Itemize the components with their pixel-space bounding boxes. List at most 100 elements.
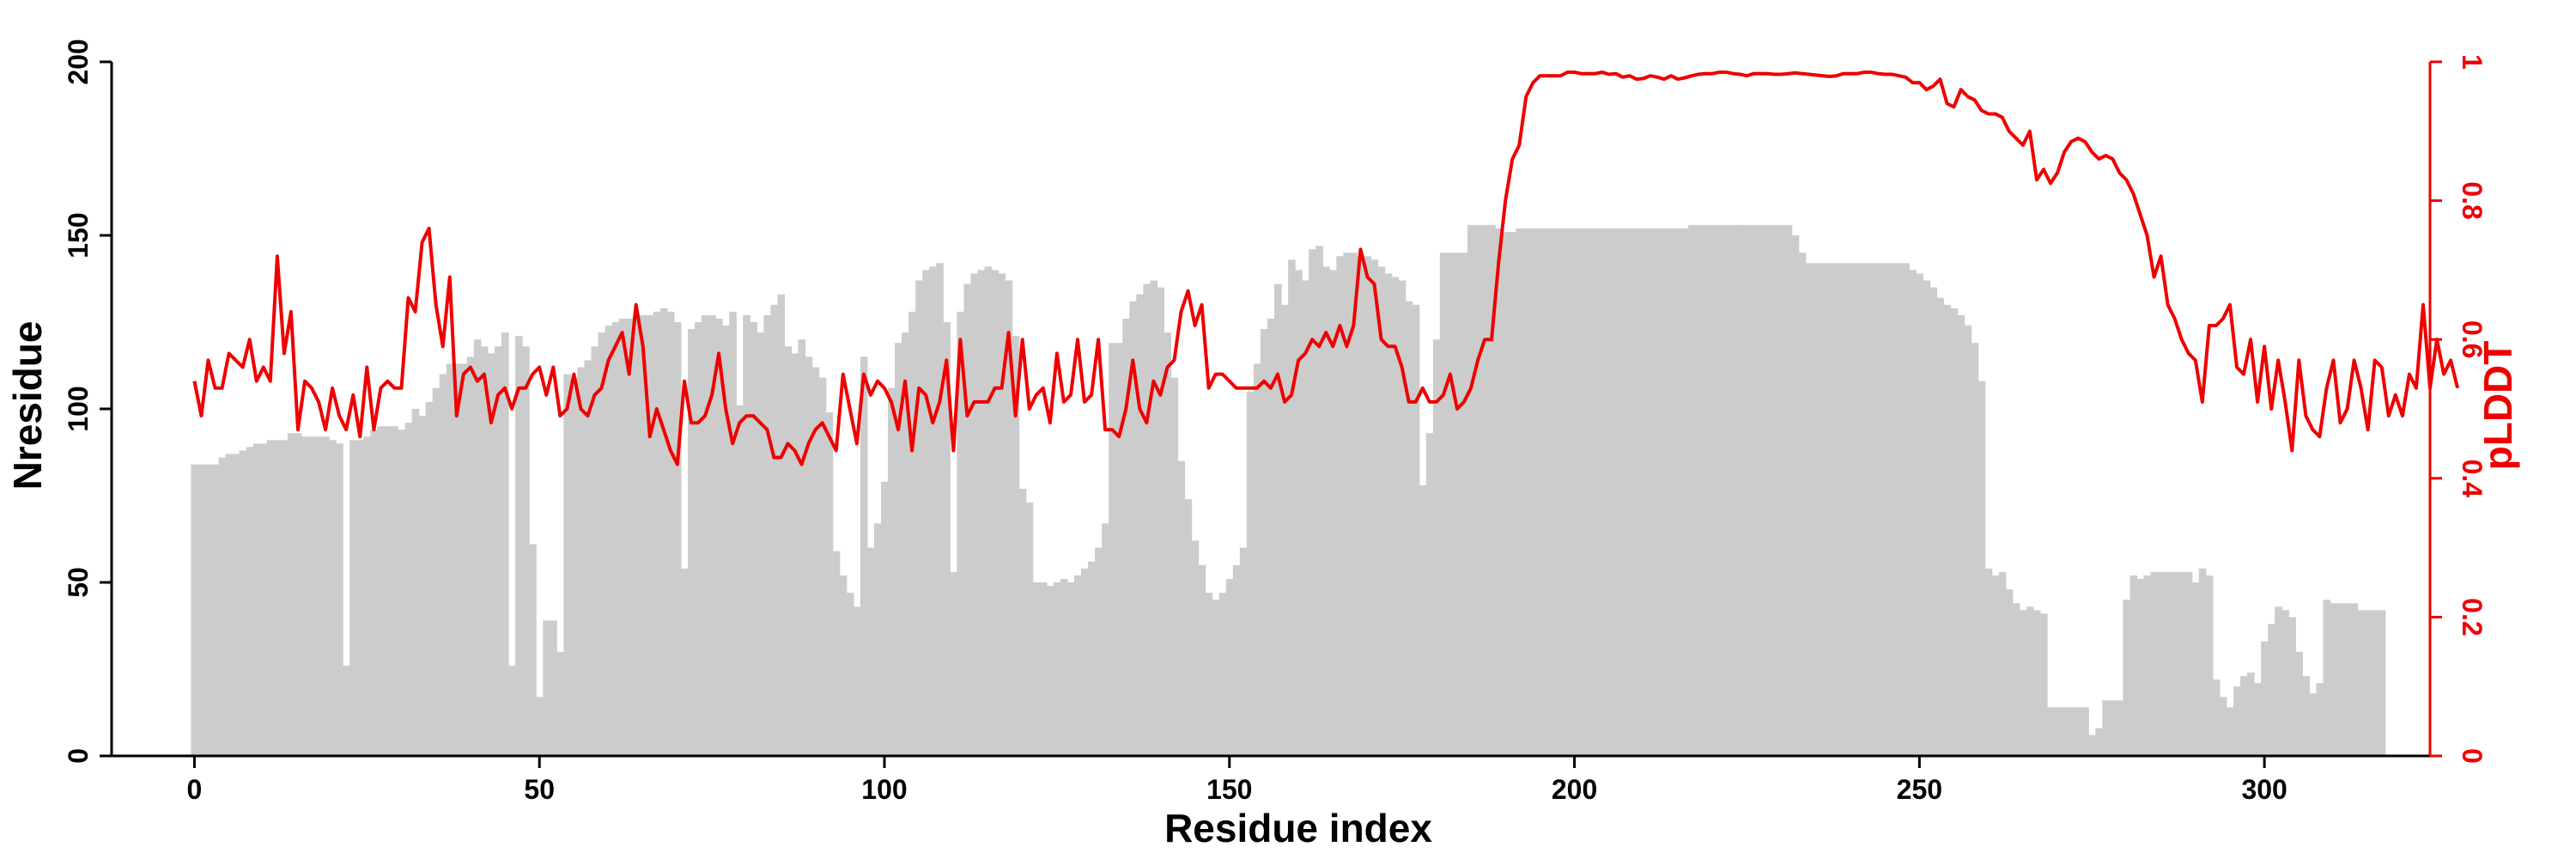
nresidue-bar [356, 440, 364, 756]
nresidue-bar [625, 318, 634, 756]
nresidue-bar [336, 443, 343, 756]
nresidue-bar [1177, 460, 1186, 756]
nresidue-bar [2150, 571, 2159, 756]
nresidue-bar [1557, 228, 1565, 756]
nresidue-bar [1212, 600, 1220, 756]
nresidue-bar [529, 544, 537, 756]
nresidue-bar [1564, 228, 1572, 756]
nresidue-bar [239, 450, 247, 756]
nresidue-bar [377, 426, 386, 756]
y-right-tick-label: 0.8 [2457, 181, 2488, 219]
nresidue-bar [1495, 228, 1503, 756]
nresidue-bar [2226, 707, 2234, 756]
nresidue-bar [191, 464, 199, 756]
nresidue-bar [653, 311, 661, 756]
nresidue-bar [1784, 224, 1793, 756]
nresidue-bar [611, 322, 620, 756]
nresidue-bar [1598, 228, 1607, 756]
nresidue-bar [1916, 273, 1923, 756]
nresidue-bar [1350, 253, 1358, 756]
x-axis: 0 50 100 150 200 250 300 [112, 754, 2430, 805]
nresidue-bar [895, 343, 902, 756]
nresidue-bar [970, 273, 979, 756]
x-axis-title: Residue index [1164, 806, 1432, 850]
nresidue-bar [632, 314, 641, 756]
nresidue-bar [1729, 224, 1738, 756]
nresidue-bar [2088, 734, 2096, 756]
nresidue-bar [2261, 641, 2269, 756]
nresidue-bar [1122, 318, 1130, 756]
nresidue-bar [1377, 266, 1386, 756]
plddt-line-group [192, 70, 2460, 466]
nresidue-bar [577, 367, 586, 756]
nresidue-bar [2281, 610, 2289, 756]
nresidue-bar [2143, 575, 2152, 756]
nresidue-bar [287, 433, 295, 756]
nresidue-bar [1509, 231, 1516, 757]
nresidue-bar [2240, 676, 2248, 756]
nresidue-bar [1102, 523, 1109, 756]
nresidue-bar [984, 266, 993, 756]
nresidue-bar [1432, 339, 1441, 756]
nresidue-bar [1709, 224, 1716, 756]
nresidue-bar [1467, 224, 1475, 756]
nresidue-bar [1854, 263, 1862, 756]
nresidue-bar [1757, 224, 1765, 756]
nresidue-bar [1957, 314, 1965, 756]
nresidue-bar [1743, 224, 1752, 756]
nresidue-bar [398, 430, 406, 756]
nresidue-bar [2012, 603, 2020, 756]
nresidue-bar [2019, 610, 2027, 756]
nresidue-bar [508, 665, 516, 756]
nresidue-bar [1032, 582, 1041, 756]
y-left-tick-label: 100 [63, 386, 94, 431]
nresidue-bar [646, 314, 654, 756]
nresidue-bar [1653, 228, 1662, 756]
plddt-line [192, 70, 2460, 466]
nresidue-bar [2068, 707, 2075, 756]
nresidue-bar [308, 436, 316, 756]
nresidue-bar [1253, 363, 1261, 756]
y-right-tick-label: 0.2 [2457, 598, 2488, 636]
nresidue-bar [1295, 270, 1303, 756]
nresidue-bar [866, 547, 875, 756]
nresidue-bar [2054, 707, 2062, 756]
nresidue-bar [1971, 343, 1979, 756]
nresidue-bar [2364, 610, 2372, 756]
nresidue-bar [322, 436, 330, 756]
nresidue-bar [798, 339, 806, 756]
y-axis-right: 0 0.2 0.4 0.6 0.8 1 [2428, 54, 2488, 764]
nresidue-bar [2198, 568, 2207, 756]
nresidue-bar [2157, 571, 2166, 756]
nresidue-bar [363, 436, 371, 756]
nresidue-bar [1832, 263, 1841, 756]
nresidue-bar [432, 387, 440, 756]
nresidue-bar [1066, 582, 1075, 756]
nresidue-bar [2136, 578, 2145, 756]
x-tick-label: 0 [187, 774, 203, 805]
nresidue-bar [1923, 280, 1931, 756]
nresidue-bar [349, 440, 357, 756]
nresidue-bar [1425, 433, 1434, 756]
nresidue-bar [1012, 336, 1020, 756]
nresidue-bar [1357, 256, 1365, 756]
nresidue-bar [2219, 697, 2227, 756]
nresidue-bar [2116, 700, 2124, 756]
nresidue-bar [563, 374, 571, 756]
nresidue-bar [1364, 256, 1372, 756]
nresidue-bar [1668, 228, 1675, 756]
nresidue-bar [825, 412, 834, 756]
nresidue-bar [1225, 578, 1234, 756]
nresidue-bar [370, 430, 378, 756]
nresidue-bar [1702, 224, 1710, 756]
nresidue-bar [1343, 253, 1352, 756]
nresidue-bar [998, 273, 1006, 756]
y-left-tick-label: 200 [63, 39, 94, 84]
nresidue-bar [1281, 304, 1289, 756]
nresidue-bar [805, 356, 813, 756]
nresidue-bar [1516, 228, 1523, 756]
nresidue-bar [1661, 228, 1668, 756]
nresidue-bar [929, 266, 937, 756]
nresidue-bar [1232, 564, 1241, 756]
nresidue-bar [1777, 224, 1786, 756]
